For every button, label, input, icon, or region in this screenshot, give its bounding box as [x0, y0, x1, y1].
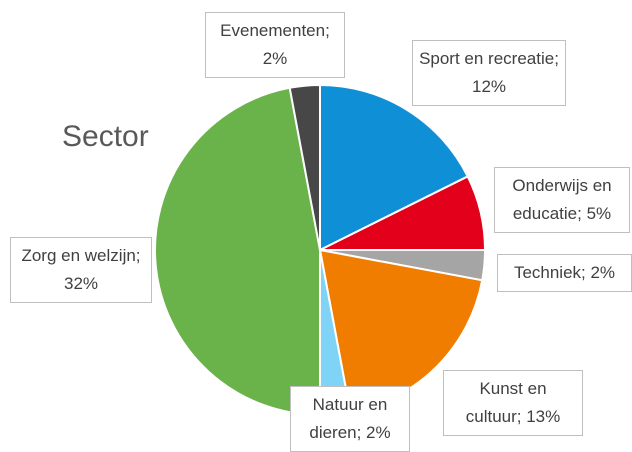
pie-slice: [154, 86, 321, 417]
data-label: Sport en recreatie; 12%: [412, 40, 566, 106]
pie-slice: [288, 83, 321, 251]
data-label: Natuur en dieren; 2%: [290, 386, 410, 452]
data-label: Zorg en welzijn; 32%: [10, 237, 152, 303]
chart-title: Sector: [62, 120, 149, 153]
data-label: Onderwijs en educatie; 5%: [494, 167, 630, 233]
data-label: Kunst en cultuur; 13%: [443, 370, 583, 436]
pie-slice: [319, 83, 470, 252]
data-label: Evenementen; 2%: [205, 12, 345, 78]
data-label: Techniek; 2%: [497, 254, 632, 292]
